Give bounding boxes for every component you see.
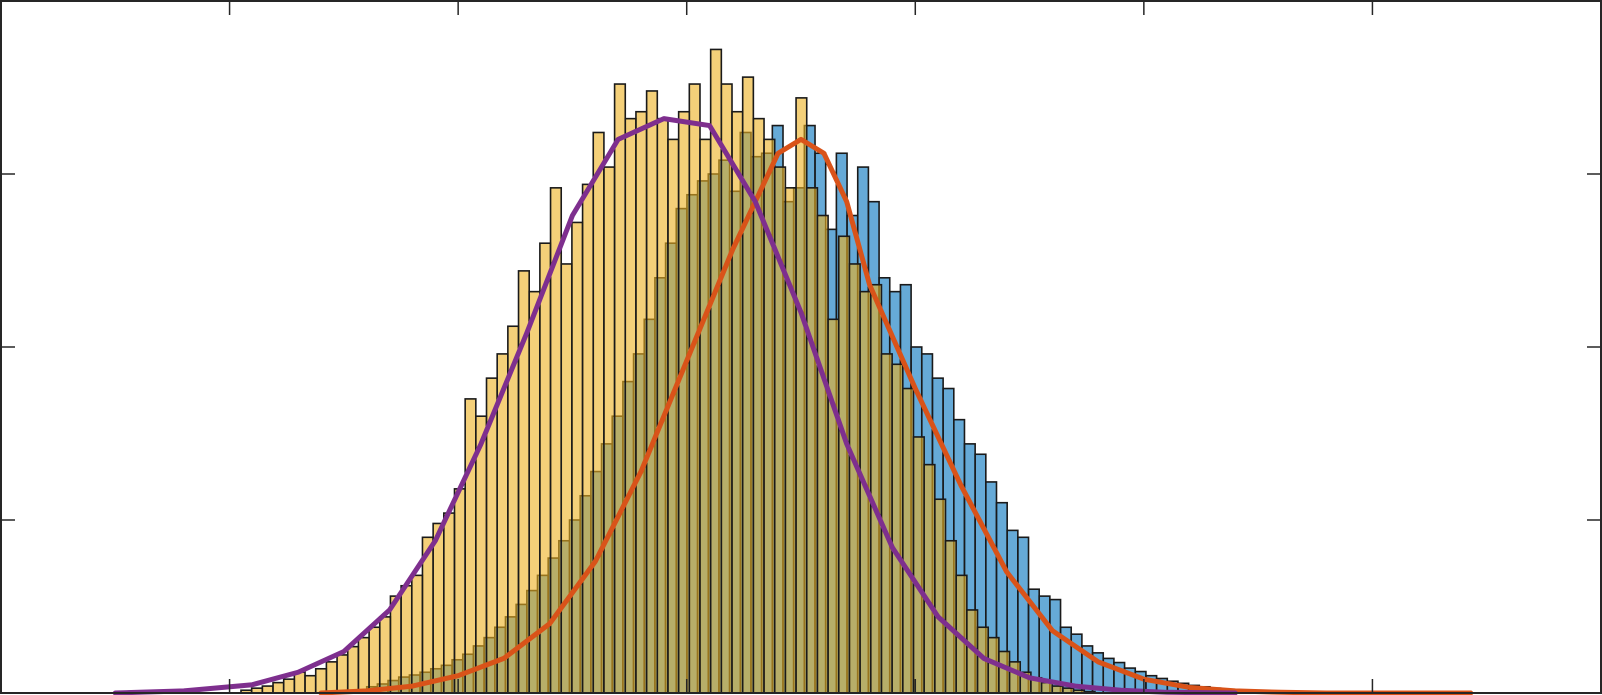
fit-curve-purple [112,116,1238,695]
histogram-bar [443,512,456,694]
histogram-bar [571,221,584,694]
histogram-bar [464,398,477,694]
histogram-bar [368,626,381,694]
histogram-bar [912,436,925,694]
histogram-bar [378,616,392,694]
histogram-bar [613,83,627,694]
histogram-bar [667,138,680,694]
histogram-bar [645,90,659,694]
histogram-bar [592,131,605,694]
histogram-bar [699,138,712,694]
histogram-bar [741,76,755,694]
histogram-bar [869,283,883,694]
histogram-bar [453,488,466,694]
histogram-bar [314,667,328,694]
histogram-bar [357,636,370,694]
histogram-bar [805,187,819,694]
histogram-bar [848,263,861,694]
histogram-bar [475,415,488,694]
histogram-bar [400,584,413,694]
histogram-bar [282,678,296,694]
histogram-bar [624,117,637,694]
histogram-bar [677,110,691,694]
histogram-bar [773,166,787,694]
histogram-bar [581,183,595,694]
histogram-bar [410,574,424,694]
histogram-bar [923,463,936,694]
histogram-bar [731,110,744,694]
histogram-bar [336,654,349,694]
histogram-bar [325,661,338,694]
histogram-bar [261,685,274,694]
histogram-bar [1008,661,1022,694]
histogram-bar [560,263,573,694]
histogram-bar [816,214,829,694]
histogram-bar [795,97,808,694]
histogram-bar [784,187,797,694]
histogram-bar [304,674,317,694]
histogram-bar [827,318,840,694]
histogram-bar [934,498,947,694]
histogram-bar [944,539,957,694]
histogram-bar [891,363,904,694]
histogram-bar [837,235,851,694]
histogram-bar [346,645,360,694]
fit-curve-orange [318,136,1474,695]
histogram-bar [720,83,733,694]
histogram-bar [603,166,616,694]
histogram-bar [1051,685,1064,694]
histogram-bar [635,110,648,694]
histogram-bar [272,681,285,694]
fit-curves [112,116,1474,695]
histogram-bar [1040,681,1054,694]
histogram-bar [998,650,1011,694]
histogram-bar [688,83,701,694]
series-b-bars [240,48,1096,694]
histogram-bar [432,522,445,694]
histogram-bar [902,387,915,694]
histogram-bar [1049,598,1062,694]
